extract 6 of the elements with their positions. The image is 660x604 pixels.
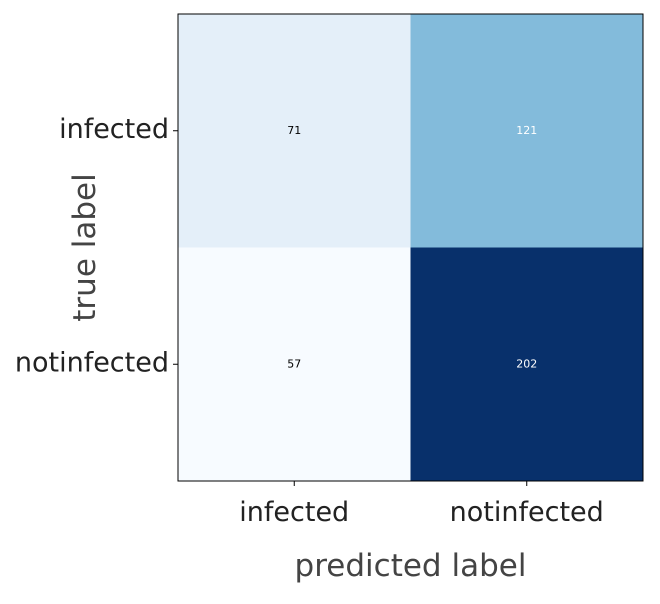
data-label: 57: [287, 357, 302, 370]
data-label: 71: [287, 124, 302, 137]
y-axis-title: true label: [67, 173, 103, 322]
data-label: 121: [516, 124, 538, 137]
data-label: 202: [516, 357, 538, 370]
x-axis-title: predicted label: [294, 548, 526, 584]
